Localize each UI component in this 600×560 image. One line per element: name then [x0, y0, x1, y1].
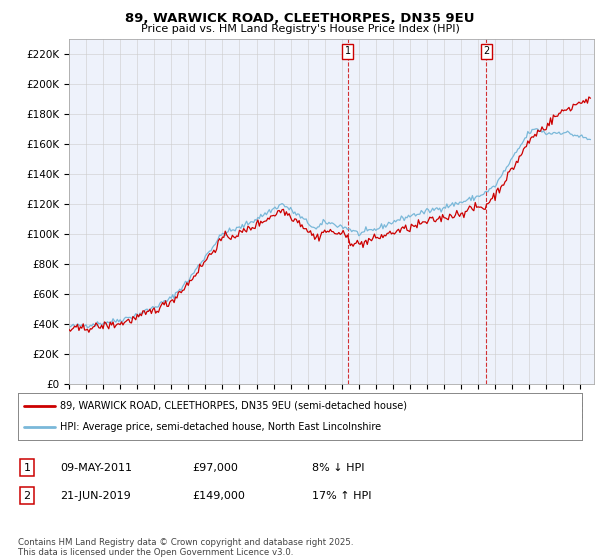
Text: £97,000: £97,000 — [192, 463, 238, 473]
Text: 17% ↑ HPI: 17% ↑ HPI — [312, 491, 371, 501]
Text: 1: 1 — [345, 46, 351, 56]
Text: 2: 2 — [23, 491, 31, 501]
Text: Contains HM Land Registry data © Crown copyright and database right 2025.
This d: Contains HM Land Registry data © Crown c… — [18, 538, 353, 557]
Text: 8% ↓ HPI: 8% ↓ HPI — [312, 463, 365, 473]
Text: Price paid vs. HM Land Registry's House Price Index (HPI): Price paid vs. HM Land Registry's House … — [140, 24, 460, 34]
Text: 1: 1 — [23, 463, 31, 473]
Text: HPI: Average price, semi-detached house, North East Lincolnshire: HPI: Average price, semi-detached house,… — [60, 422, 382, 432]
Text: 2: 2 — [483, 46, 489, 56]
Text: £149,000: £149,000 — [192, 491, 245, 501]
Text: 09-MAY-2011: 09-MAY-2011 — [60, 463, 132, 473]
Text: 89, WARWICK ROAD, CLEETHORPES, DN35 9EU: 89, WARWICK ROAD, CLEETHORPES, DN35 9EU — [125, 12, 475, 25]
Text: 89, WARWICK ROAD, CLEETHORPES, DN35 9EU (semi-detached house): 89, WARWICK ROAD, CLEETHORPES, DN35 9EU … — [60, 400, 407, 410]
Text: 21-JUN-2019: 21-JUN-2019 — [60, 491, 131, 501]
